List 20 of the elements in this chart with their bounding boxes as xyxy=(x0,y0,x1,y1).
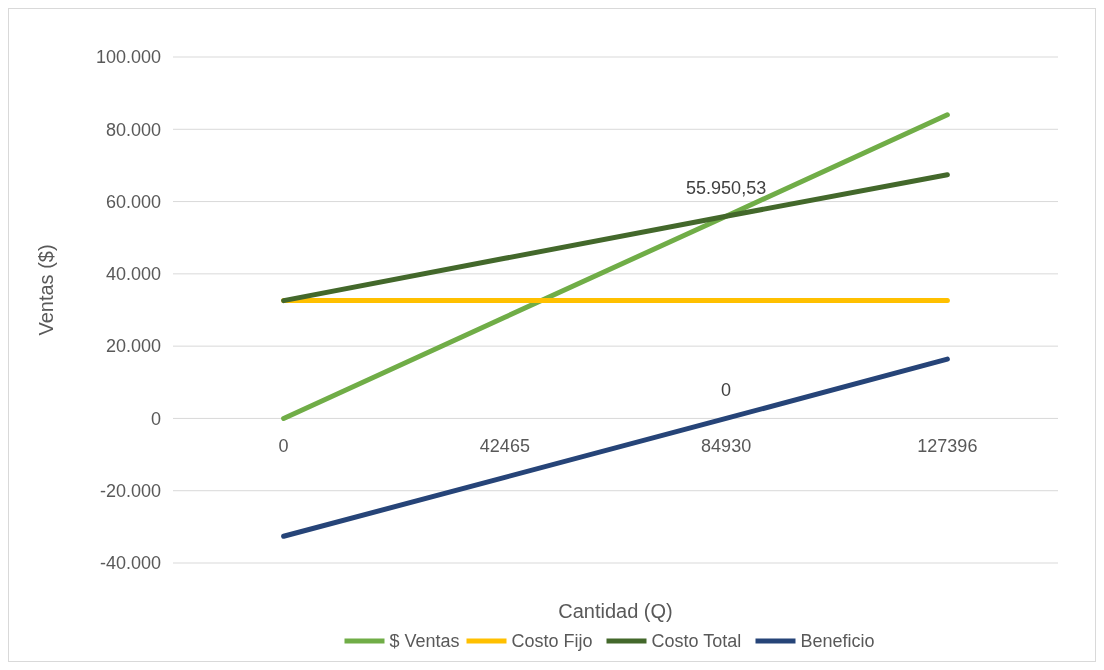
legend-label: Beneficio xyxy=(800,631,875,652)
annotation: 0 xyxy=(721,380,732,401)
y-tick-label: 20.000 xyxy=(105,336,161,357)
y-tick-label: 40.000 xyxy=(105,264,161,285)
y-tick-label: -40.000 xyxy=(99,553,161,574)
y-axis-title: Ventas ($) xyxy=(35,244,57,336)
legend-label: Costo Total xyxy=(651,631,742,652)
y-tick-label: 80.000 xyxy=(105,119,161,140)
y-tick-label: -20.000 xyxy=(99,481,161,502)
y-tick-label: 0 xyxy=(150,408,161,429)
legend-label: $ Ventas xyxy=(389,631,460,652)
annotation: 55.950,53 xyxy=(686,178,767,199)
x-tick-label: 42465 xyxy=(479,436,530,457)
x-axis-title: Cantidad (Q) xyxy=(558,600,673,622)
x-tick-label: 127396 xyxy=(917,436,978,457)
x-tick-label: 0 xyxy=(278,436,289,457)
x-tick-label: 84930 xyxy=(701,436,752,457)
y-tick-label: 100.000 xyxy=(95,47,161,68)
y-tick-label: 60.000 xyxy=(105,191,161,212)
legend-label: Costo Fijo xyxy=(511,631,593,652)
